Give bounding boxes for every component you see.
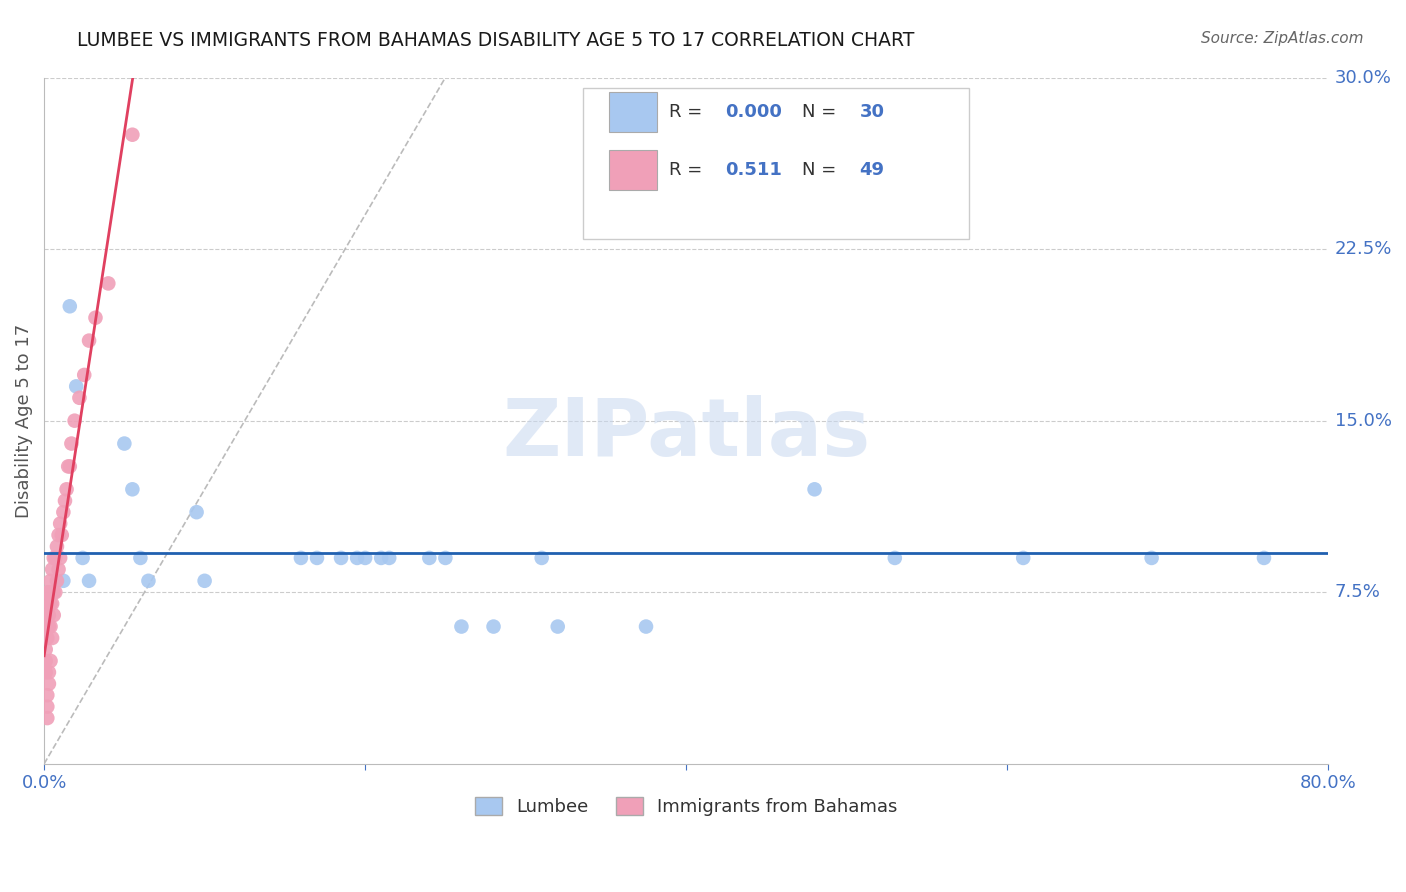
Point bbox=[38, 608, 60, 623]
Point bbox=[37, 597, 59, 611]
Point bbox=[72, 550, 94, 565]
Point bbox=[42, 608, 65, 623]
Point bbox=[56, 459, 79, 474]
Text: 0.000: 0.000 bbox=[724, 103, 782, 120]
Point bbox=[370, 550, 392, 565]
Text: R =: R = bbox=[669, 161, 709, 179]
Point bbox=[67, 391, 90, 405]
Point bbox=[73, 368, 96, 382]
Point bbox=[39, 574, 62, 588]
Point bbox=[77, 334, 100, 348]
Point bbox=[63, 414, 86, 428]
Point bbox=[77, 574, 100, 588]
Point bbox=[1012, 550, 1035, 565]
Point bbox=[55, 483, 77, 497]
Point bbox=[38, 677, 60, 691]
Text: 30: 30 bbox=[859, 103, 884, 120]
Text: 30.0%: 30.0% bbox=[1334, 69, 1392, 87]
Text: ZIPatlas: ZIPatlas bbox=[502, 395, 870, 474]
Point bbox=[883, 550, 905, 565]
FancyBboxPatch shape bbox=[609, 150, 657, 190]
Text: 15.0%: 15.0% bbox=[1334, 412, 1392, 430]
Point bbox=[49, 516, 72, 531]
Point bbox=[52, 505, 75, 519]
Point bbox=[418, 550, 440, 565]
Text: 0.511: 0.511 bbox=[724, 161, 782, 179]
Point bbox=[41, 597, 63, 611]
Point bbox=[37, 688, 59, 702]
Point bbox=[186, 505, 208, 519]
Point bbox=[39, 619, 62, 633]
Point bbox=[49, 550, 72, 565]
Point bbox=[65, 379, 87, 393]
Point bbox=[39, 654, 62, 668]
Point bbox=[59, 459, 82, 474]
Point bbox=[194, 574, 217, 588]
Point bbox=[35, 665, 58, 680]
Point bbox=[59, 299, 82, 313]
Point bbox=[121, 483, 143, 497]
Point bbox=[35, 642, 58, 657]
Point bbox=[354, 550, 377, 565]
Point bbox=[37, 699, 59, 714]
Legend: Lumbee, Immigrants from Bahamas: Lumbee, Immigrants from Bahamas bbox=[468, 789, 904, 823]
Point bbox=[41, 562, 63, 576]
Text: N =: N = bbox=[801, 103, 842, 120]
Point bbox=[305, 550, 328, 565]
Point bbox=[38, 619, 60, 633]
Point bbox=[138, 574, 160, 588]
Point bbox=[38, 585, 60, 599]
Point bbox=[37, 619, 59, 633]
Point bbox=[97, 277, 120, 291]
Point bbox=[112, 436, 135, 450]
Text: 7.5%: 7.5% bbox=[1334, 583, 1381, 601]
Point bbox=[547, 619, 569, 633]
Point bbox=[42, 550, 65, 565]
Point bbox=[129, 550, 152, 565]
Point bbox=[53, 493, 76, 508]
Point bbox=[51, 528, 73, 542]
Point bbox=[44, 550, 66, 565]
Point bbox=[346, 550, 368, 565]
Point bbox=[450, 619, 472, 633]
Point bbox=[37, 585, 59, 599]
Point bbox=[330, 550, 353, 565]
Point bbox=[84, 310, 107, 325]
Point bbox=[121, 128, 143, 142]
Point bbox=[46, 540, 69, 554]
Point bbox=[1140, 550, 1163, 565]
Text: 22.5%: 22.5% bbox=[1334, 240, 1392, 258]
Point bbox=[37, 608, 59, 623]
Point bbox=[378, 550, 401, 565]
Point bbox=[48, 528, 70, 542]
Point bbox=[803, 483, 825, 497]
Point bbox=[41, 631, 63, 645]
Point bbox=[52, 574, 75, 588]
Y-axis label: Disability Age 5 to 17: Disability Age 5 to 17 bbox=[15, 324, 32, 517]
Point bbox=[482, 619, 505, 633]
Text: LUMBEE VS IMMIGRANTS FROM BAHAMAS DISABILITY AGE 5 TO 17 CORRELATION CHART: LUMBEE VS IMMIGRANTS FROM BAHAMAS DISABI… bbox=[77, 31, 915, 50]
Text: 49: 49 bbox=[859, 161, 884, 179]
Point bbox=[39, 597, 62, 611]
Point bbox=[38, 665, 60, 680]
Point bbox=[44, 585, 66, 599]
Point bbox=[37, 711, 59, 725]
Point bbox=[434, 550, 457, 565]
Point bbox=[60, 436, 83, 450]
Point bbox=[290, 550, 312, 565]
Point bbox=[1253, 550, 1275, 565]
Point bbox=[48, 562, 70, 576]
Point bbox=[37, 631, 59, 645]
Point bbox=[46, 574, 69, 588]
FancyBboxPatch shape bbox=[609, 92, 657, 132]
Point bbox=[634, 619, 657, 633]
Point bbox=[42, 585, 65, 599]
Point bbox=[35, 654, 58, 668]
Text: Source: ZipAtlas.com: Source: ZipAtlas.com bbox=[1201, 31, 1364, 46]
Point bbox=[35, 631, 58, 645]
FancyBboxPatch shape bbox=[583, 87, 969, 239]
Point bbox=[530, 550, 553, 565]
Text: R =: R = bbox=[669, 103, 709, 120]
Text: N =: N = bbox=[801, 161, 842, 179]
